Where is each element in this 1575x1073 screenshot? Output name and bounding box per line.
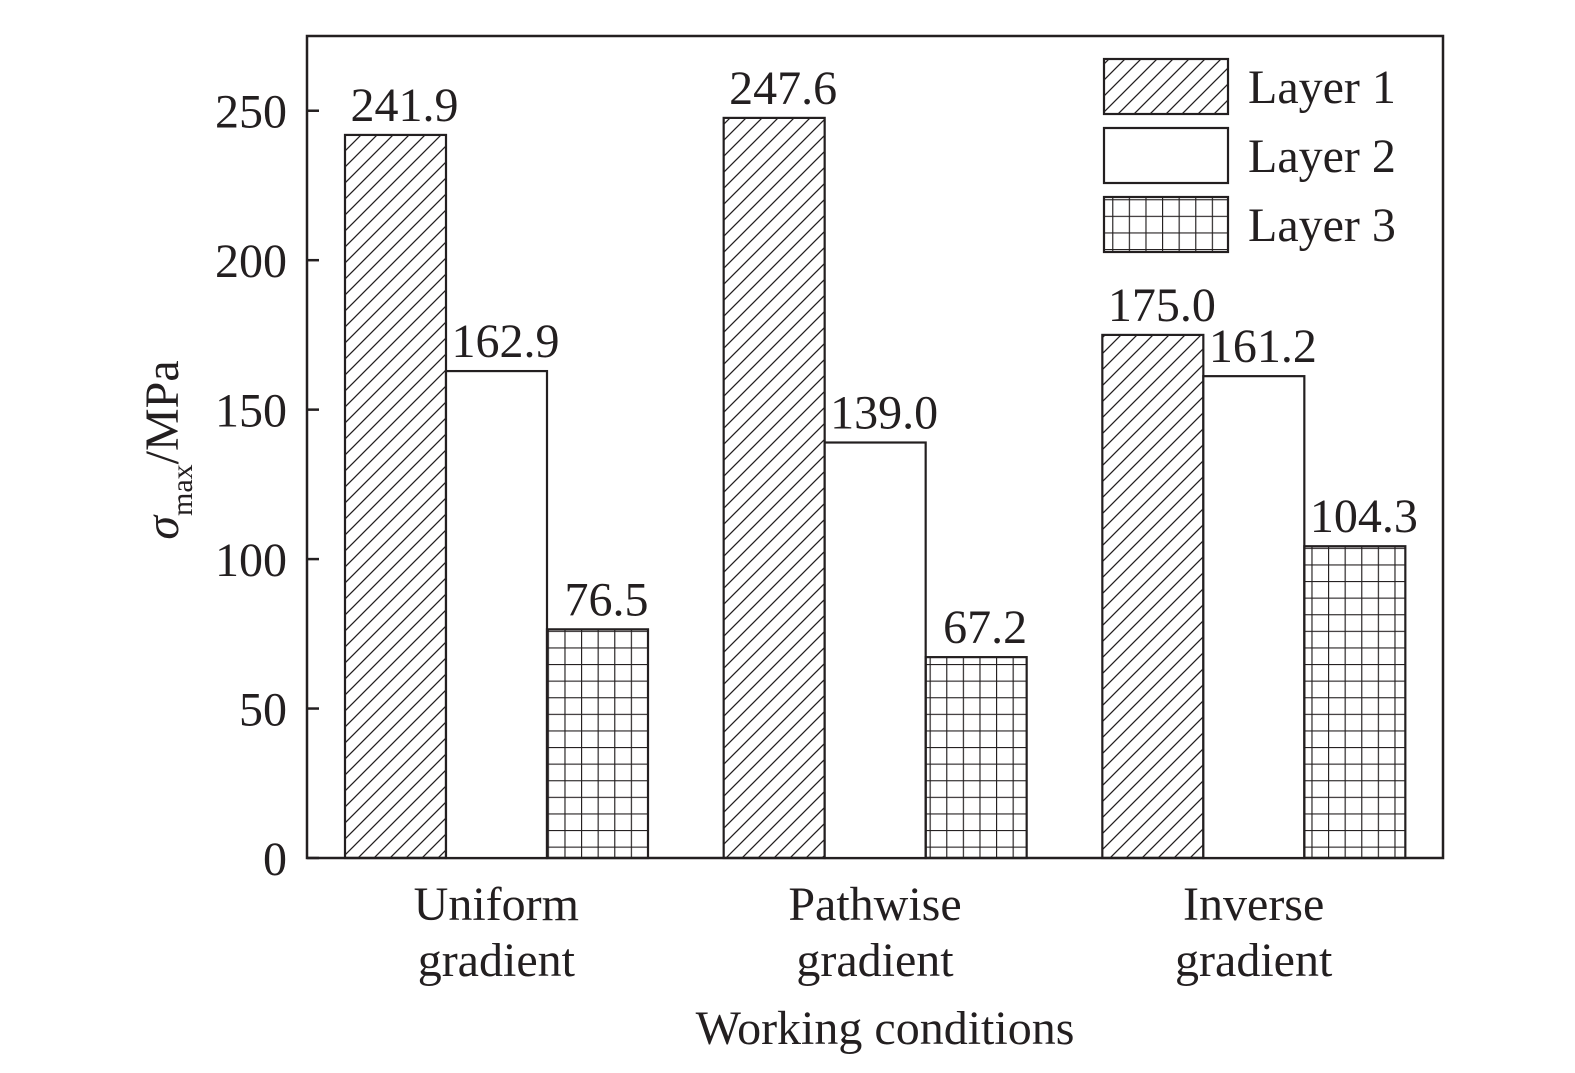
data-label: 247.6: [729, 62, 837, 115]
y-tick-label: 150: [215, 385, 287, 438]
data-label: 161.2: [1209, 320, 1317, 373]
x-tick-label: Pathwise: [788, 878, 961, 931]
x-tick-label: gradient: [796, 934, 954, 987]
data-label: 67.2: [943, 601, 1027, 654]
data-label: 162.9: [452, 315, 560, 368]
data-label: 76.5: [565, 573, 649, 626]
bar-layer-3: [1303, 545, 1407, 860]
y-axis-title: σmax/MPa: [136, 360, 199, 539]
data-label: 139.0: [830, 387, 938, 440]
y-tick-label: 200: [215, 235, 287, 288]
bar-layer-1: [1101, 333, 1205, 860]
bar-layer-2: [823, 441, 927, 860]
bar-layer-1: [722, 116, 826, 860]
data-label: 175.0: [1108, 279, 1216, 332]
bar-layer-2: [1202, 375, 1306, 860]
legend-label: Layer 3: [1248, 199, 1396, 252]
y-tick-label: 0: [263, 833, 287, 886]
y-tick-label: 100: [215, 534, 287, 587]
data-label: 104.3: [1310, 490, 1418, 543]
bar-layer-1: [343, 133, 448, 860]
legend-swatch: [1102, 195, 1230, 254]
bar-layer-3: [924, 656, 1028, 860]
bar-layer-3: [545, 628, 650, 860]
x-axis-title: Working conditions: [696, 1002, 1075, 1055]
y-tick-label: 250: [215, 86, 287, 139]
legend-label: Layer 2: [1248, 130, 1396, 183]
x-tick-label: Inverse: [1183, 878, 1324, 931]
legend-label: Layer 1: [1248, 61, 1396, 114]
y-tick-label: 50: [239, 684, 287, 737]
data-label: 241.9: [351, 79, 459, 132]
bar-layer-2: [444, 369, 549, 860]
legend-swatch: [1102, 126, 1230, 185]
x-tick-label: Uniform: [414, 878, 579, 931]
x-tick-label: gradient: [418, 934, 576, 987]
legend-swatch: [1102, 57, 1230, 116]
x-tick-label: gradient: [1175, 934, 1333, 987]
